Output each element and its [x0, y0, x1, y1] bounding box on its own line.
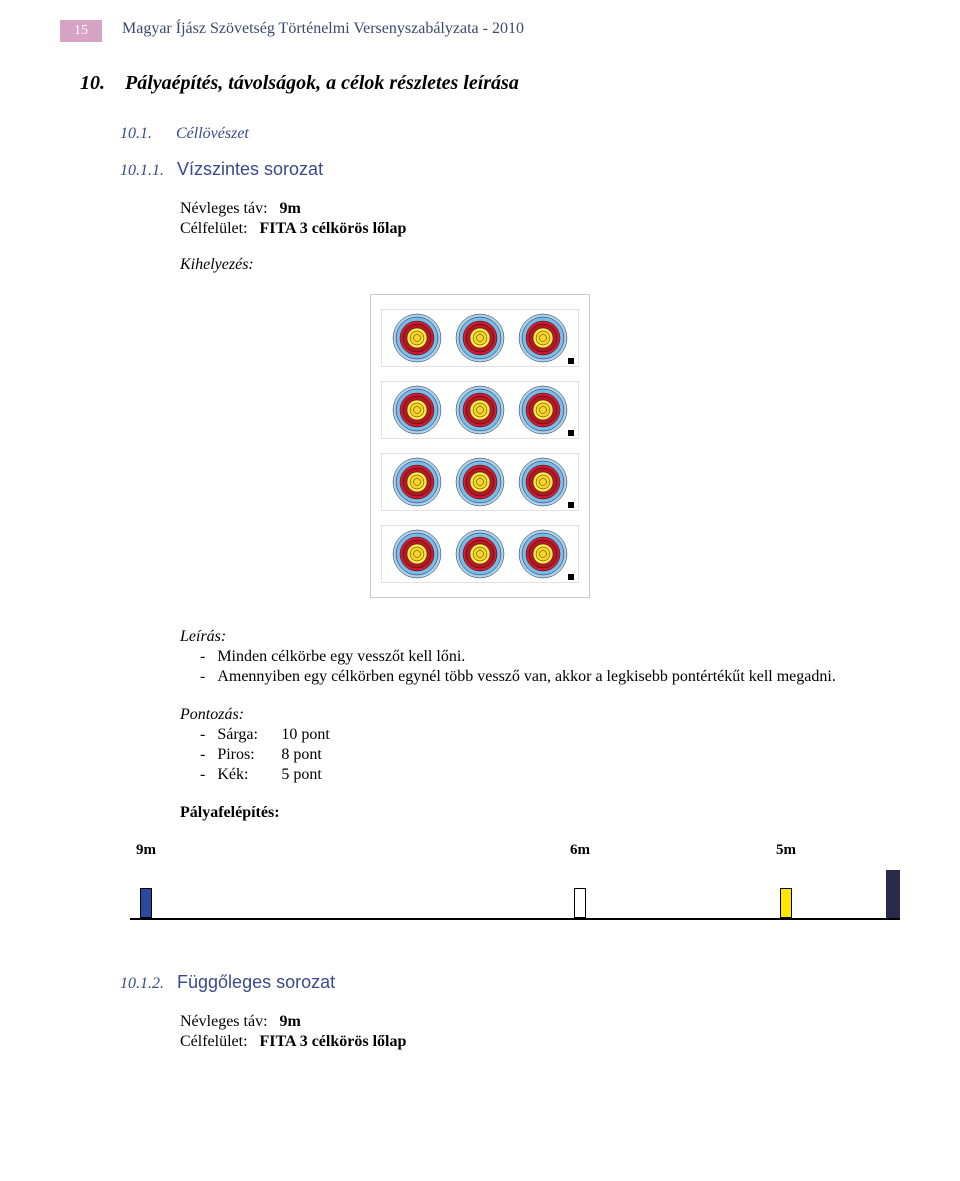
target-icon: [518, 529, 568, 579]
target-row: [381, 453, 579, 511]
surface-label: Célfelület:: [180, 1033, 248, 1050]
bullet-dash: -: [200, 648, 205, 666]
target-row: [381, 381, 579, 439]
placement-label: Kihelyezés:: [180, 256, 900, 274]
page-header: 15 Magyar Íjász Szövetség Történelmi Ver…: [60, 20, 900, 42]
header-title: Magyar Íjász Szövetség Történelmi Versen…: [122, 20, 524, 38]
distance-value: 9m: [280, 200, 301, 217]
list-item: - Sárga: 10 pont: [200, 726, 900, 744]
subsection-number: 10.1.: [120, 125, 172, 143]
bullet-dash: -: [200, 726, 205, 744]
field-layout-heading: Pályafelépítés:: [180, 804, 900, 822]
scoring-block: Pontozás: - Sárga: 10 pont - Piros: 8 po…: [180, 706, 900, 784]
bullet-dash: -: [200, 766, 205, 784]
spec-block-2: Névleges táv: 9m Célfelület: FITA 3 célk…: [180, 1013, 900, 1051]
spec-block: Névleges táv: 9m Célfelület: FITA 3 célk…: [180, 200, 900, 274]
list-item: - Amennyiben egy célkörben egynél több v…: [200, 668, 900, 686]
target-surface: Célfelület: FITA 3 célkörös lőlap: [180, 1033, 900, 1051]
surface-value: FITA 3 célkörös lőlap: [260, 220, 407, 237]
field-post-white: [574, 888, 586, 918]
list-item: - Piros: 8 pont: [200, 746, 900, 764]
target-icon: [518, 313, 568, 363]
surface-label: Célfelület:: [180, 220, 248, 237]
distance-label: Névleges táv:: [180, 1013, 268, 1030]
subsection-10-1-2: 10.1.2. Függőleges sorozat: [120, 972, 900, 993]
bullet-dash: -: [200, 668, 205, 686]
score-points: 8 pont: [281, 746, 321, 763]
distance-label: Névleges táv:: [180, 200, 268, 217]
target-row: [381, 309, 579, 367]
subsection-title: Vízszintes sorozat: [177, 159, 323, 179]
target-icon: [392, 313, 442, 363]
score-color-label: Piros:: [217, 746, 277, 764]
subsection-number: 10.1.1.: [120, 162, 172, 180]
target-icon: [455, 457, 505, 507]
scoring-heading: Pontozás:: [180, 706, 900, 724]
list-item: - Minden célkörbe egy vesszőt kell lőni.: [200, 648, 900, 666]
subsection-title: Céllövészet: [176, 125, 249, 142]
desc-item-2: Amennyiben egy célkörben egynél több ves…: [217, 668, 900, 686]
target-icon: [455, 313, 505, 363]
target-layout-diagram: [370, 294, 590, 598]
field-target-wall: [886, 870, 900, 918]
list-item: - Kék: 5 pont: [200, 766, 900, 784]
surface-value: FITA 3 célkörös lőlap: [260, 1033, 407, 1050]
distance-value: 9m: [280, 1013, 301, 1030]
field-layout-heading-block: Pályafelépítés:: [180, 804, 900, 822]
field-distance-2: 6m: [570, 842, 590, 859]
score-points: 5 pont: [281, 766, 321, 783]
subsection-10-1: 10.1. Céllövészet: [120, 125, 900, 143]
field-layout-diagram: 9m 6m 5m: [120, 842, 900, 932]
target-icon: [455, 529, 505, 579]
field-baseline: [130, 918, 900, 920]
field-distance-3: 5m: [776, 842, 796, 859]
desc-item-1: Minden célkörbe egy vesszőt kell lőni.: [217, 648, 900, 666]
target-row: [381, 525, 579, 583]
section-heading: 10. Pályaépítés, távolságok, a célok rés…: [80, 72, 900, 95]
target-surface: Célfelület: FITA 3 célkörös lőlap: [180, 220, 900, 238]
target-icon: [455, 385, 505, 435]
subsection-title: Függőleges sorozat: [177, 972, 335, 992]
target-icon: [392, 385, 442, 435]
nominal-distance: Névleges táv: 9m: [180, 200, 900, 218]
section-title: Pályaépítés, távolságok, a célok részlet…: [125, 72, 519, 94]
description-heading: Leírás:: [180, 628, 900, 646]
field-post-yellow: [780, 888, 792, 918]
subsection-10-1-1: 10.1.1. Vízszintes sorozat: [120, 159, 900, 180]
subsection-number: 10.1.2.: [120, 975, 172, 993]
target-icon: [392, 529, 442, 579]
score-color-label: Kék:: [217, 766, 277, 784]
description-block: Leírás: - Minden célkörbe egy vesszőt ke…: [180, 628, 900, 686]
section-number: 10.: [80, 72, 105, 94]
bullet-dash: -: [200, 746, 205, 764]
page-number-badge: 15: [60, 20, 102, 42]
field-distance-1: 9m: [136, 842, 156, 859]
field-post-blue: [140, 888, 152, 918]
score-points: 10 pont: [281, 726, 329, 743]
target-icon: [518, 385, 568, 435]
target-icon: [518, 457, 568, 507]
nominal-distance: Névleges táv: 9m: [180, 1013, 900, 1031]
score-color-label: Sárga:: [217, 726, 277, 744]
target-icon: [392, 457, 442, 507]
